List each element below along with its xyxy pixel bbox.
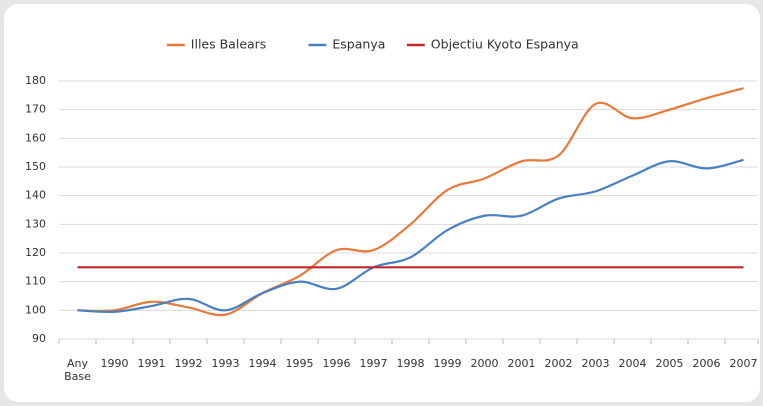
x-tick-label: 2005 bbox=[655, 357, 684, 370]
x-tick-label: 1997 bbox=[359, 357, 388, 370]
x-tick-label: 1993 bbox=[211, 357, 240, 370]
y-tick-label: 180 bbox=[25, 74, 46, 87]
chart-card bbox=[4, 4, 760, 402]
x-tick-label: 1994 bbox=[248, 357, 277, 370]
y-tick-label: 150 bbox=[25, 160, 46, 173]
y-tick-label: 170 bbox=[25, 103, 46, 116]
x-tick-label: 1999 bbox=[433, 357, 462, 370]
x-tick-label: 1995 bbox=[285, 357, 314, 370]
x-tick-label: 2006 bbox=[692, 357, 721, 370]
x-tick-label: 1990 bbox=[100, 357, 129, 370]
x-tick-label: 2004 bbox=[618, 357, 647, 370]
x-tick-label: 2000 bbox=[470, 357, 499, 370]
series-line bbox=[77, 158, 744, 314]
y-tick-label: 110 bbox=[25, 275, 46, 288]
legend-label: Illes Balears bbox=[191, 37, 267, 52]
x-tick-label: 2002 bbox=[544, 357, 573, 370]
x-tick-label: 2007 bbox=[729, 357, 758, 370]
y-tick-label: 160 bbox=[25, 131, 46, 144]
x-tick-label: Any Base bbox=[64, 357, 91, 383]
x-tick-label: 2003 bbox=[581, 357, 610, 370]
y-tick-label: 90 bbox=[32, 332, 46, 345]
x-tick-label: 1991 bbox=[137, 357, 166, 370]
x-tick-label: 1996 bbox=[322, 357, 351, 370]
x-tick-label: 2001 bbox=[507, 357, 536, 370]
x-tick-label: 1998 bbox=[396, 357, 425, 370]
y-tick-label: 140 bbox=[25, 189, 46, 202]
legend-label: Objectiu Kyoto Espanya bbox=[431, 37, 579, 52]
y-tick-label: 100 bbox=[25, 303, 46, 316]
legend-label: Espanya bbox=[332, 37, 385, 52]
y-tick-label: 120 bbox=[25, 246, 46, 259]
y-tick-label: 130 bbox=[25, 217, 46, 230]
x-tick-label: 1992 bbox=[174, 357, 203, 370]
series-line bbox=[77, 87, 744, 317]
